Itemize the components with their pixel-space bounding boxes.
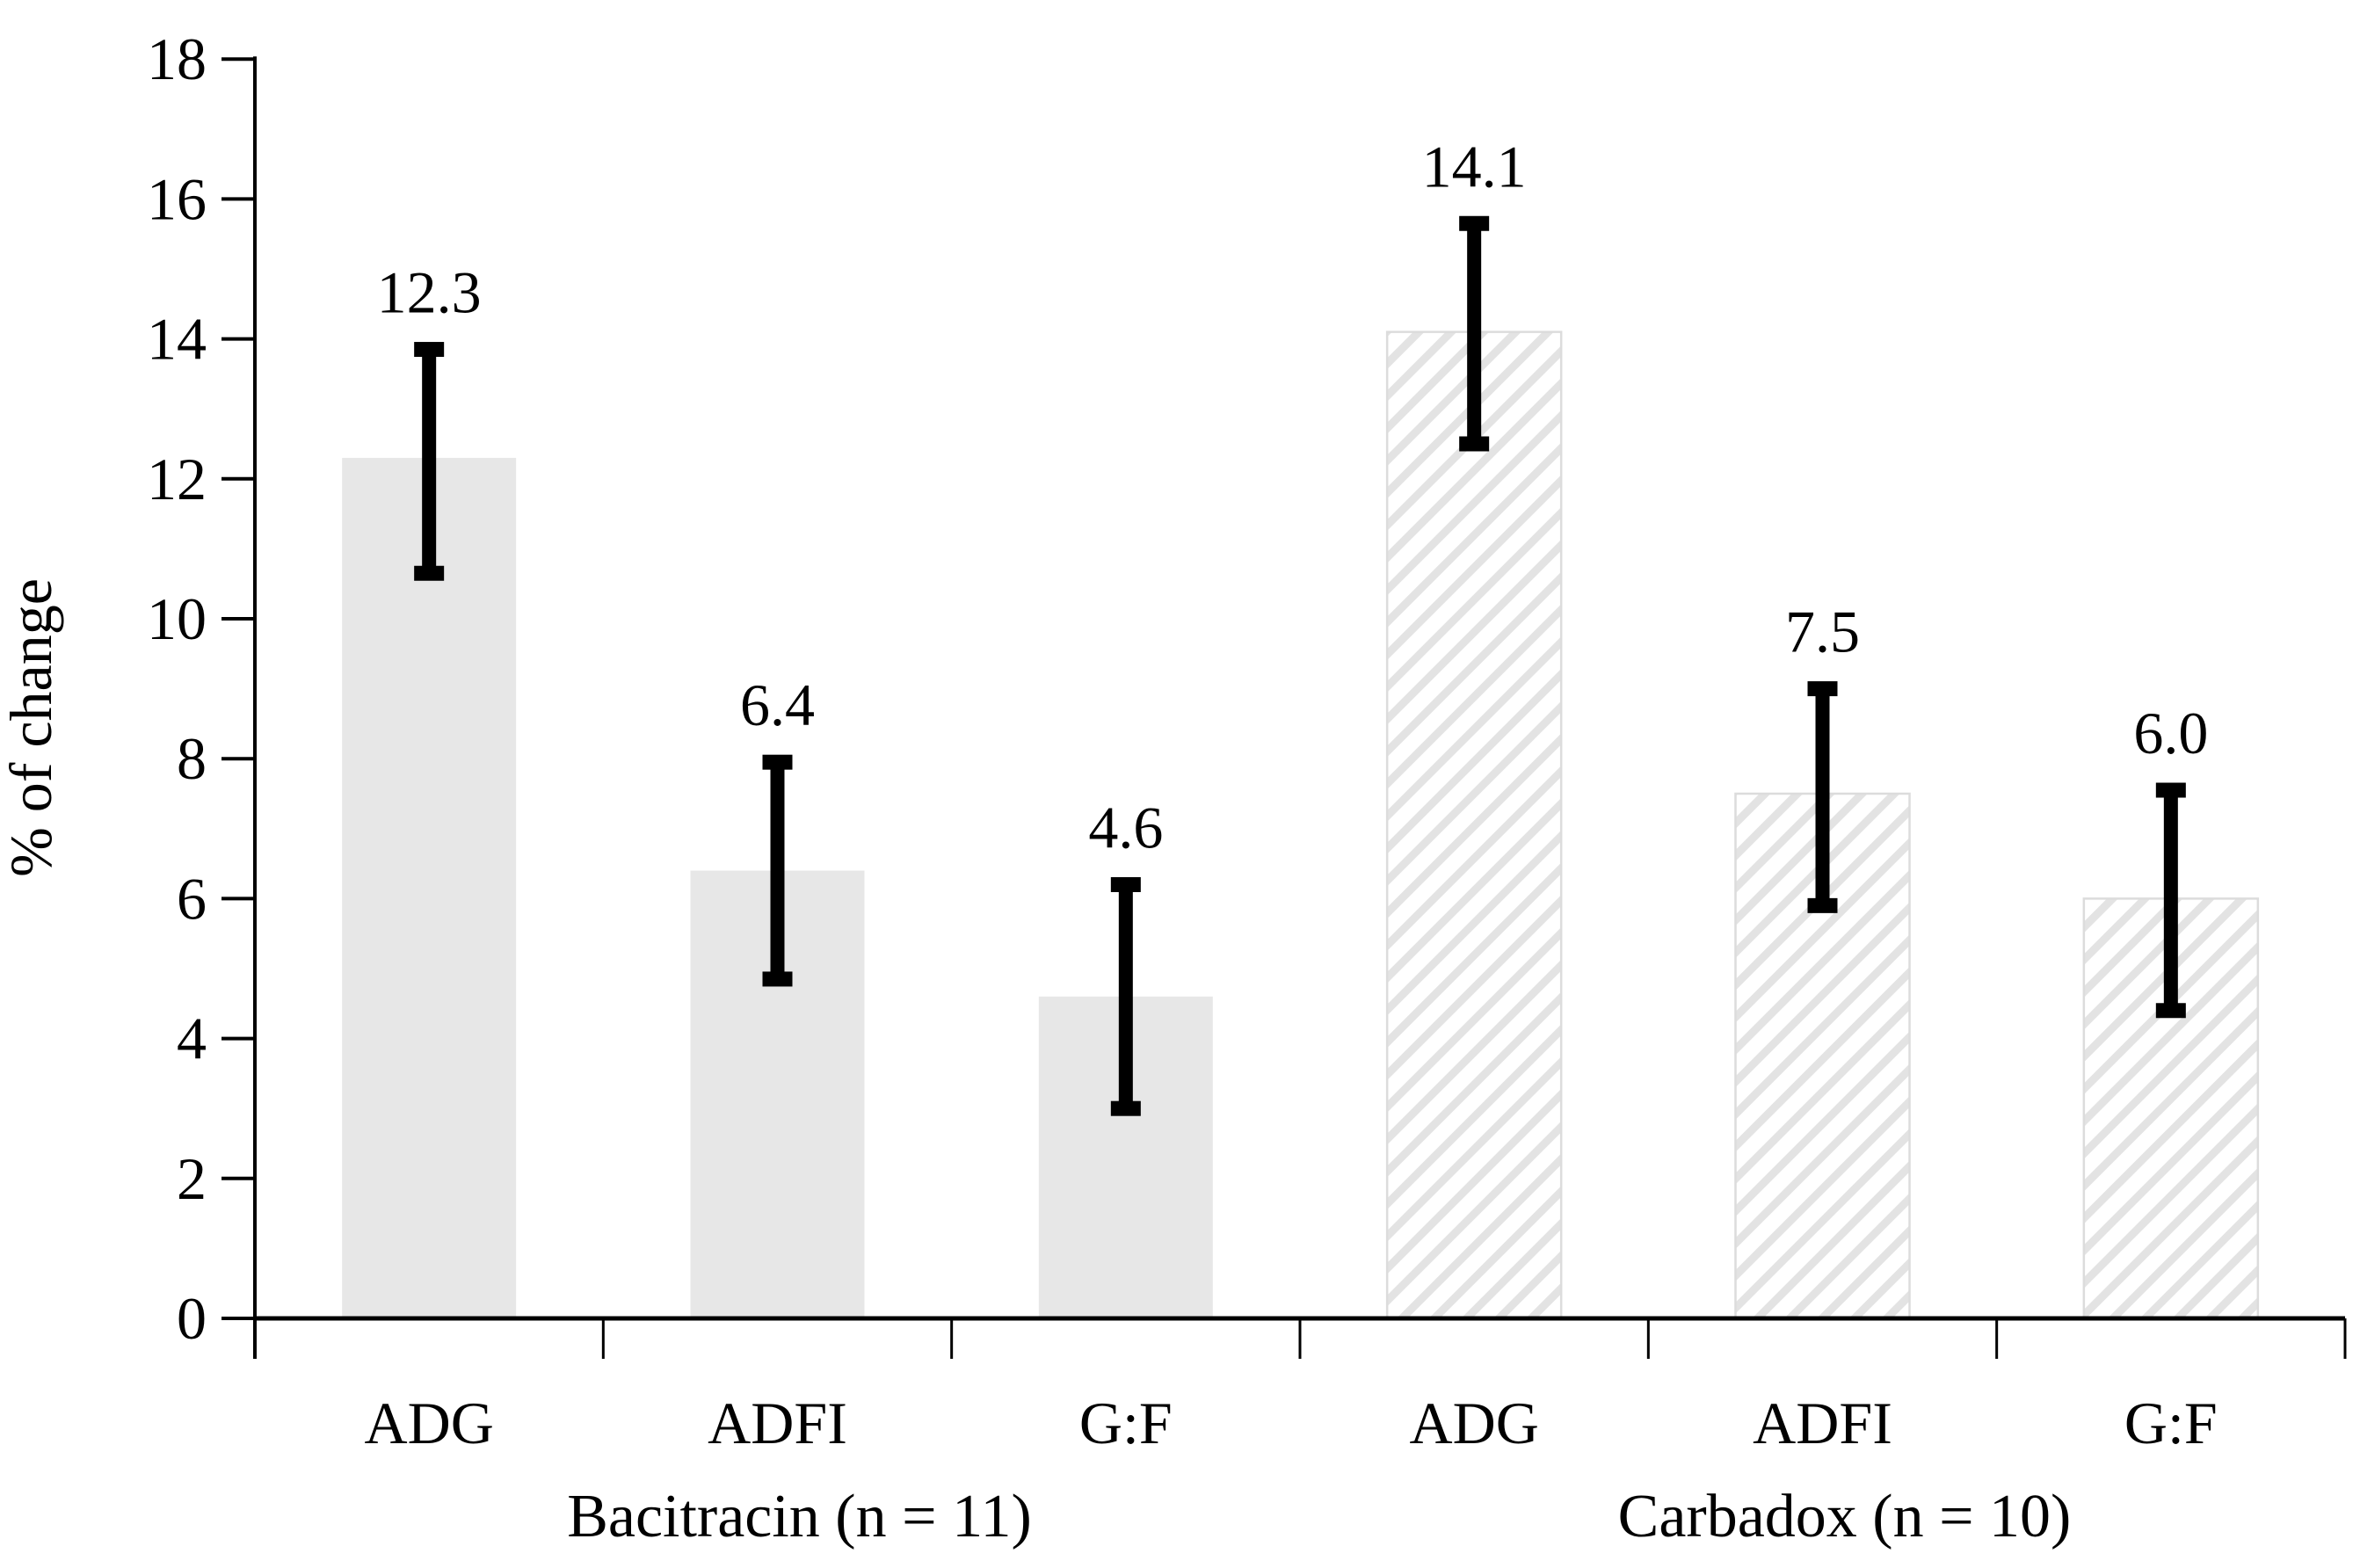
y-tick-label: 16: [147, 165, 207, 232]
error-bar-cap-top: [762, 754, 793, 770]
y-tick-label: 6: [177, 865, 207, 932]
error-bar-cap-top: [2155, 782, 2186, 798]
group-label: Carbadox (n = 10): [1618, 1483, 2072, 1550]
category-labels-layer: ADG ADFI G:F Bacitracin (n = 11) ADG ADFI G:F C…: [365, 1390, 2218, 1550]
bar-ADG-group2: [1385, 330, 1563, 1320]
category-label: G:F: [2124, 1390, 2218, 1456]
y-tick-label: 14: [147, 306, 207, 373]
category-label: ADFI: [1753, 1390, 1892, 1456]
error-bar-ADG-group2: [1459, 215, 1490, 452]
y-axis-title: % of change: [0, 578, 64, 877]
error-bar-cap-bottom: [1807, 897, 1838, 913]
bar-ADG-group1: [342, 457, 517, 1318]
error-bar-cap-bottom: [1110, 1100, 1141, 1116]
y-tick-label: 4: [177, 1005, 207, 1072]
error-bars-layer: [414, 215, 2186, 1116]
error-bar-G:F-group1: [1110, 876, 1141, 1116]
group-label: Bacitracin (n = 11): [567, 1483, 1032, 1550]
y-tick-label: 12: [147, 446, 207, 512]
value-label: 6.0: [2133, 700, 2208, 766]
error-bar-cap-bottom: [1459, 436, 1490, 452]
y-tick-label: 10: [147, 585, 207, 652]
y-tick-label: 18: [147, 25, 207, 92]
category-label: G:F: [1079, 1390, 1173, 1456]
error-bar-stem: [2163, 790, 2178, 1011]
error-bar-ADFI-group1: [762, 754, 793, 987]
category-label: ADFI: [708, 1390, 847, 1456]
error-bar-cap-top: [1110, 876, 1141, 892]
category-label: ADG: [1410, 1390, 1539, 1456]
value-label: 12.3: [377, 259, 482, 326]
value-label: 4.6: [1088, 794, 1163, 860]
value-label: 7.5: [1785, 599, 1860, 665]
error-bar-stem: [770, 762, 785, 979]
value-label: 6.4: [740, 671, 815, 738]
error-bar-cap-bottom: [414, 565, 445, 581]
y-tick-label: 2: [177, 1145, 207, 1212]
value-label: 14.1: [1422, 133, 1527, 200]
error-bar-stem: [1815, 688, 1830, 906]
error-bar-cap-top: [414, 342, 445, 358]
error-bar-cap-bottom: [762, 971, 793, 987]
value-labels-layer: 12.3 6.4 4.6 14.1 7.5 6.0: [377, 133, 2209, 860]
error-bar-ADG-group1: [414, 342, 445, 581]
error-bar-stem: [422, 349, 437, 574]
axes-layer: 0 2 4 6 8 10 12 14 16 18: [147, 25, 2347, 1359]
error-bar-G:F-group2: [2155, 782, 2186, 1019]
error-bar-cap-top: [1807, 681, 1838, 697]
error-bar-stem: [1467, 223, 1482, 444]
y-tick-label: 0: [177, 1285, 207, 1352]
error-bar-cap-top: [1459, 215, 1490, 231]
error-bar-cap-bottom: [2155, 1003, 2186, 1019]
error-bar-stem: [1118, 884, 1133, 1109]
error-bar-ADFI-group2: [1807, 681, 1838, 913]
y-tick-label: 8: [177, 725, 207, 792]
category-label: ADG: [365, 1390, 494, 1456]
